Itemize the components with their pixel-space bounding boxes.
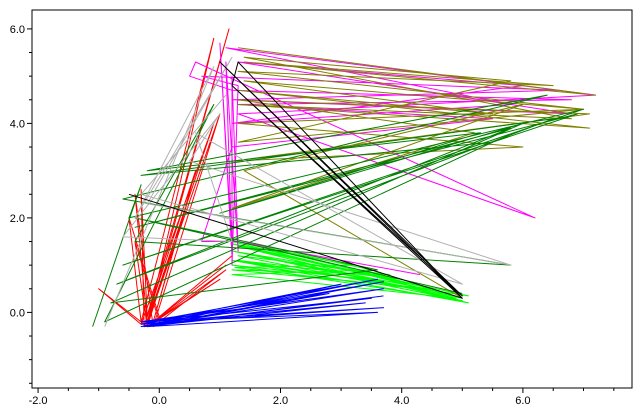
x-tick-label: 2.0 — [273, 395, 288, 407]
series-layer — [92, 28, 597, 328]
series-line-5 — [231, 47, 597, 299]
y-tick-label: 6.0 — [10, 24, 25, 36]
x-tick-label: 4.0 — [394, 395, 409, 407]
series-line-3 — [140, 278, 384, 328]
series-line-1 — [98, 28, 233, 328]
series-line-2 — [231, 241, 469, 304]
axis-layer: -2.0 0.0 2.0 4.0 6.0 0.0 2.0 4.0 6.0 — [10, 24, 615, 407]
series-line-8 — [128, 61, 463, 299]
y-tick-label: 2.0 — [10, 213, 25, 225]
x-tick-label: 0.0 — [152, 395, 167, 407]
y-tick-label: 4.0 — [10, 118, 25, 130]
x-tick-label: -2.0 — [29, 395, 48, 407]
series-line-7 — [104, 56, 512, 327]
y-tick-label: 0.0 — [10, 307, 25, 319]
x-tick-label: 6.0 — [515, 395, 530, 407]
